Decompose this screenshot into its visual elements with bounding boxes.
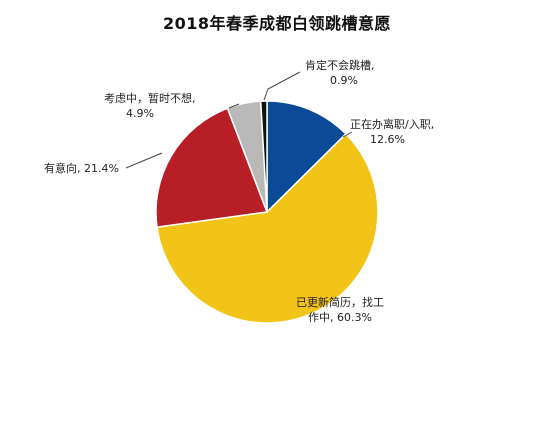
chart-title: 2018年春季成都白领跳槽意愿 [162, 14, 392, 33]
slice-label-5-line-2: 0.9% [330, 74, 358, 87]
slice-label-3-line-1: 有意向, 21.4% [44, 161, 119, 175]
leader-line-4 [228, 103, 240, 109]
slice-label-4-line-1: 考虑中，暂时不想, [104, 91, 196, 105]
slice-label-1-line-2: 12.6% [370, 133, 405, 146]
slice-label-2-line-1: 已更新简历，找工 [296, 295, 384, 309]
leader-line-3 [125, 152, 163, 169]
slice-label-5-line-1: 肯定不会跳槽, [305, 58, 375, 72]
slice-label-2-line-2: 作中, 60.3% [308, 311, 372, 324]
slice-label-4-line-2: 4.9% [126, 107, 154, 120]
pie-slice-1 [266, 100, 347, 214]
leader-line-5 [263, 71, 301, 101]
pie-slice-2 [156, 132, 379, 324]
slice-label-1-line-1: 正在办离职/入职, [350, 117, 434, 131]
pie-slice-3 [155, 107, 269, 228]
pie-slice-5 [259, 100, 268, 213]
leader-line-1 [342, 131, 353, 138]
